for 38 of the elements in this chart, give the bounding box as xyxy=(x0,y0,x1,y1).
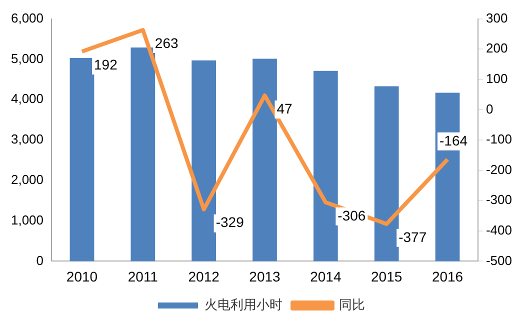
data-label: 263 xyxy=(154,34,178,51)
x-tick-label: 2010 xyxy=(66,268,98,284)
y2-tick-label: -200 xyxy=(486,162,512,177)
data-label: -329 xyxy=(216,214,244,230)
y-tick-label: 2,000 xyxy=(10,172,44,187)
y-tick-label: 6,000 xyxy=(10,10,44,26)
y2-tick-label: -400 xyxy=(486,222,512,238)
bar xyxy=(192,60,216,262)
legend-label: 同比 xyxy=(339,297,365,312)
y2-tick-label: -500 xyxy=(486,252,512,268)
data-label: -164 xyxy=(440,132,468,148)
y-tick-label: 5,000 xyxy=(10,50,44,66)
bar xyxy=(252,58,277,262)
x-tick-label: 2011 xyxy=(128,268,158,284)
y-tick-label: 0 xyxy=(36,252,44,268)
y2-tick-label: 300 xyxy=(486,10,508,26)
x-tick-label: 2014 xyxy=(310,268,342,284)
legend-label: 火电利用小时 xyxy=(204,297,282,312)
bar xyxy=(313,70,338,262)
data-label: 192 xyxy=(94,56,118,72)
data-label: -377 xyxy=(398,228,427,245)
bar xyxy=(130,47,156,262)
y-tick-label: 4,000 xyxy=(10,91,44,106)
bar xyxy=(374,86,399,262)
x-tick-label: 2015 xyxy=(371,268,402,284)
y-tick-label: 1,000 xyxy=(10,212,44,228)
data-label: 47 xyxy=(276,100,293,116)
data-label: -306 xyxy=(338,207,366,224)
x-tick-label: 2016 xyxy=(432,268,464,284)
y2-tick-label: 100 xyxy=(486,70,508,86)
x-tick-label: 2013 xyxy=(249,268,281,284)
y2-tick-label: 0 xyxy=(486,101,494,116)
y2-tick-label: -300 xyxy=(486,192,512,208)
y-tick-label: 3,000 xyxy=(10,132,44,147)
bar xyxy=(70,58,94,262)
y2-tick-label: 200 xyxy=(486,40,508,56)
y2-tick-label: -100 xyxy=(486,132,512,147)
x-tick-label: 2012 xyxy=(188,268,220,284)
